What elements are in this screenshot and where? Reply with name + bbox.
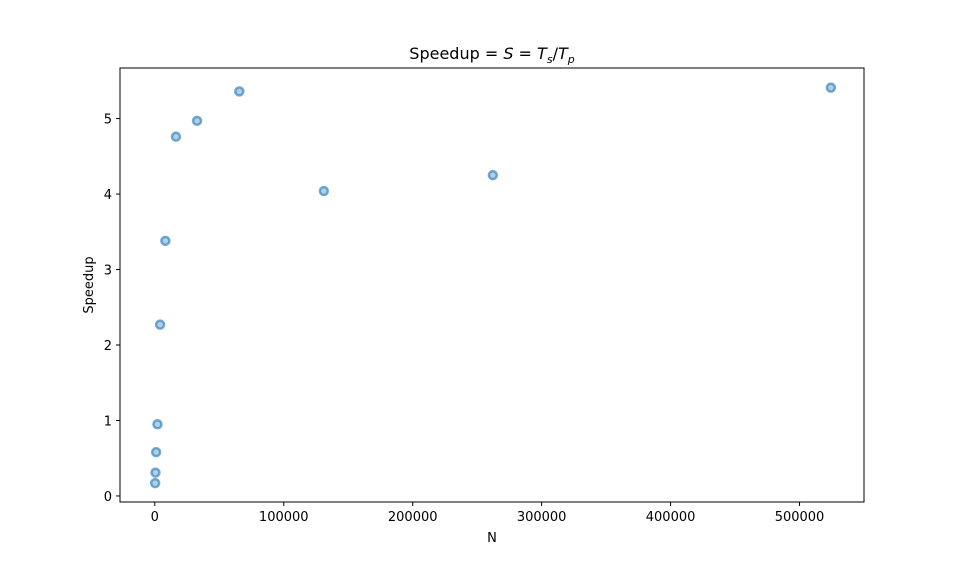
data-points <box>149 82 837 489</box>
y-tick-label: 0 <box>104 490 112 505</box>
data-point <box>234 86 245 97</box>
data-point <box>191 115 203 127</box>
x-axis-label: N <box>487 531 497 546</box>
data-point <box>152 419 163 430</box>
y-tick-label: 2 <box>104 339 112 354</box>
data-point <box>160 235 171 247</box>
data-point <box>150 467 161 478</box>
y-tick-label: 1 <box>104 414 112 429</box>
chart-title: Speedup = S = Ts/Tp <box>409 44 574 66</box>
data-point <box>487 169 499 181</box>
x-axis-ticks: 0 100000 200000 300000 400000 500000 <box>151 502 825 525</box>
y-axis-ticks: 0 1 2 3 4 5 <box>104 113 120 505</box>
plot-area-frame <box>119 67 865 503</box>
x-tick-label: 400000 <box>646 510 696 525</box>
y-tick-label: 3 <box>104 264 112 279</box>
x-tick-label: 100000 <box>259 510 309 525</box>
y-axis-label: Speedup <box>82 256 97 313</box>
y-tick-label: 5 <box>104 113 112 128</box>
x-tick-label: 200000 <box>388 510 438 525</box>
x-tick-label: 500000 <box>775 510 825 525</box>
y-tick-label: 4 <box>104 188 112 203</box>
data-point <box>149 477 161 489</box>
x-tick-label: 0 <box>151 510 159 525</box>
data-point <box>825 82 837 93</box>
data-point <box>318 185 330 197</box>
data-point <box>170 131 182 142</box>
data-point <box>150 446 162 458</box>
x-tick-label: 300000 <box>517 510 567 525</box>
data-point <box>154 319 166 330</box>
